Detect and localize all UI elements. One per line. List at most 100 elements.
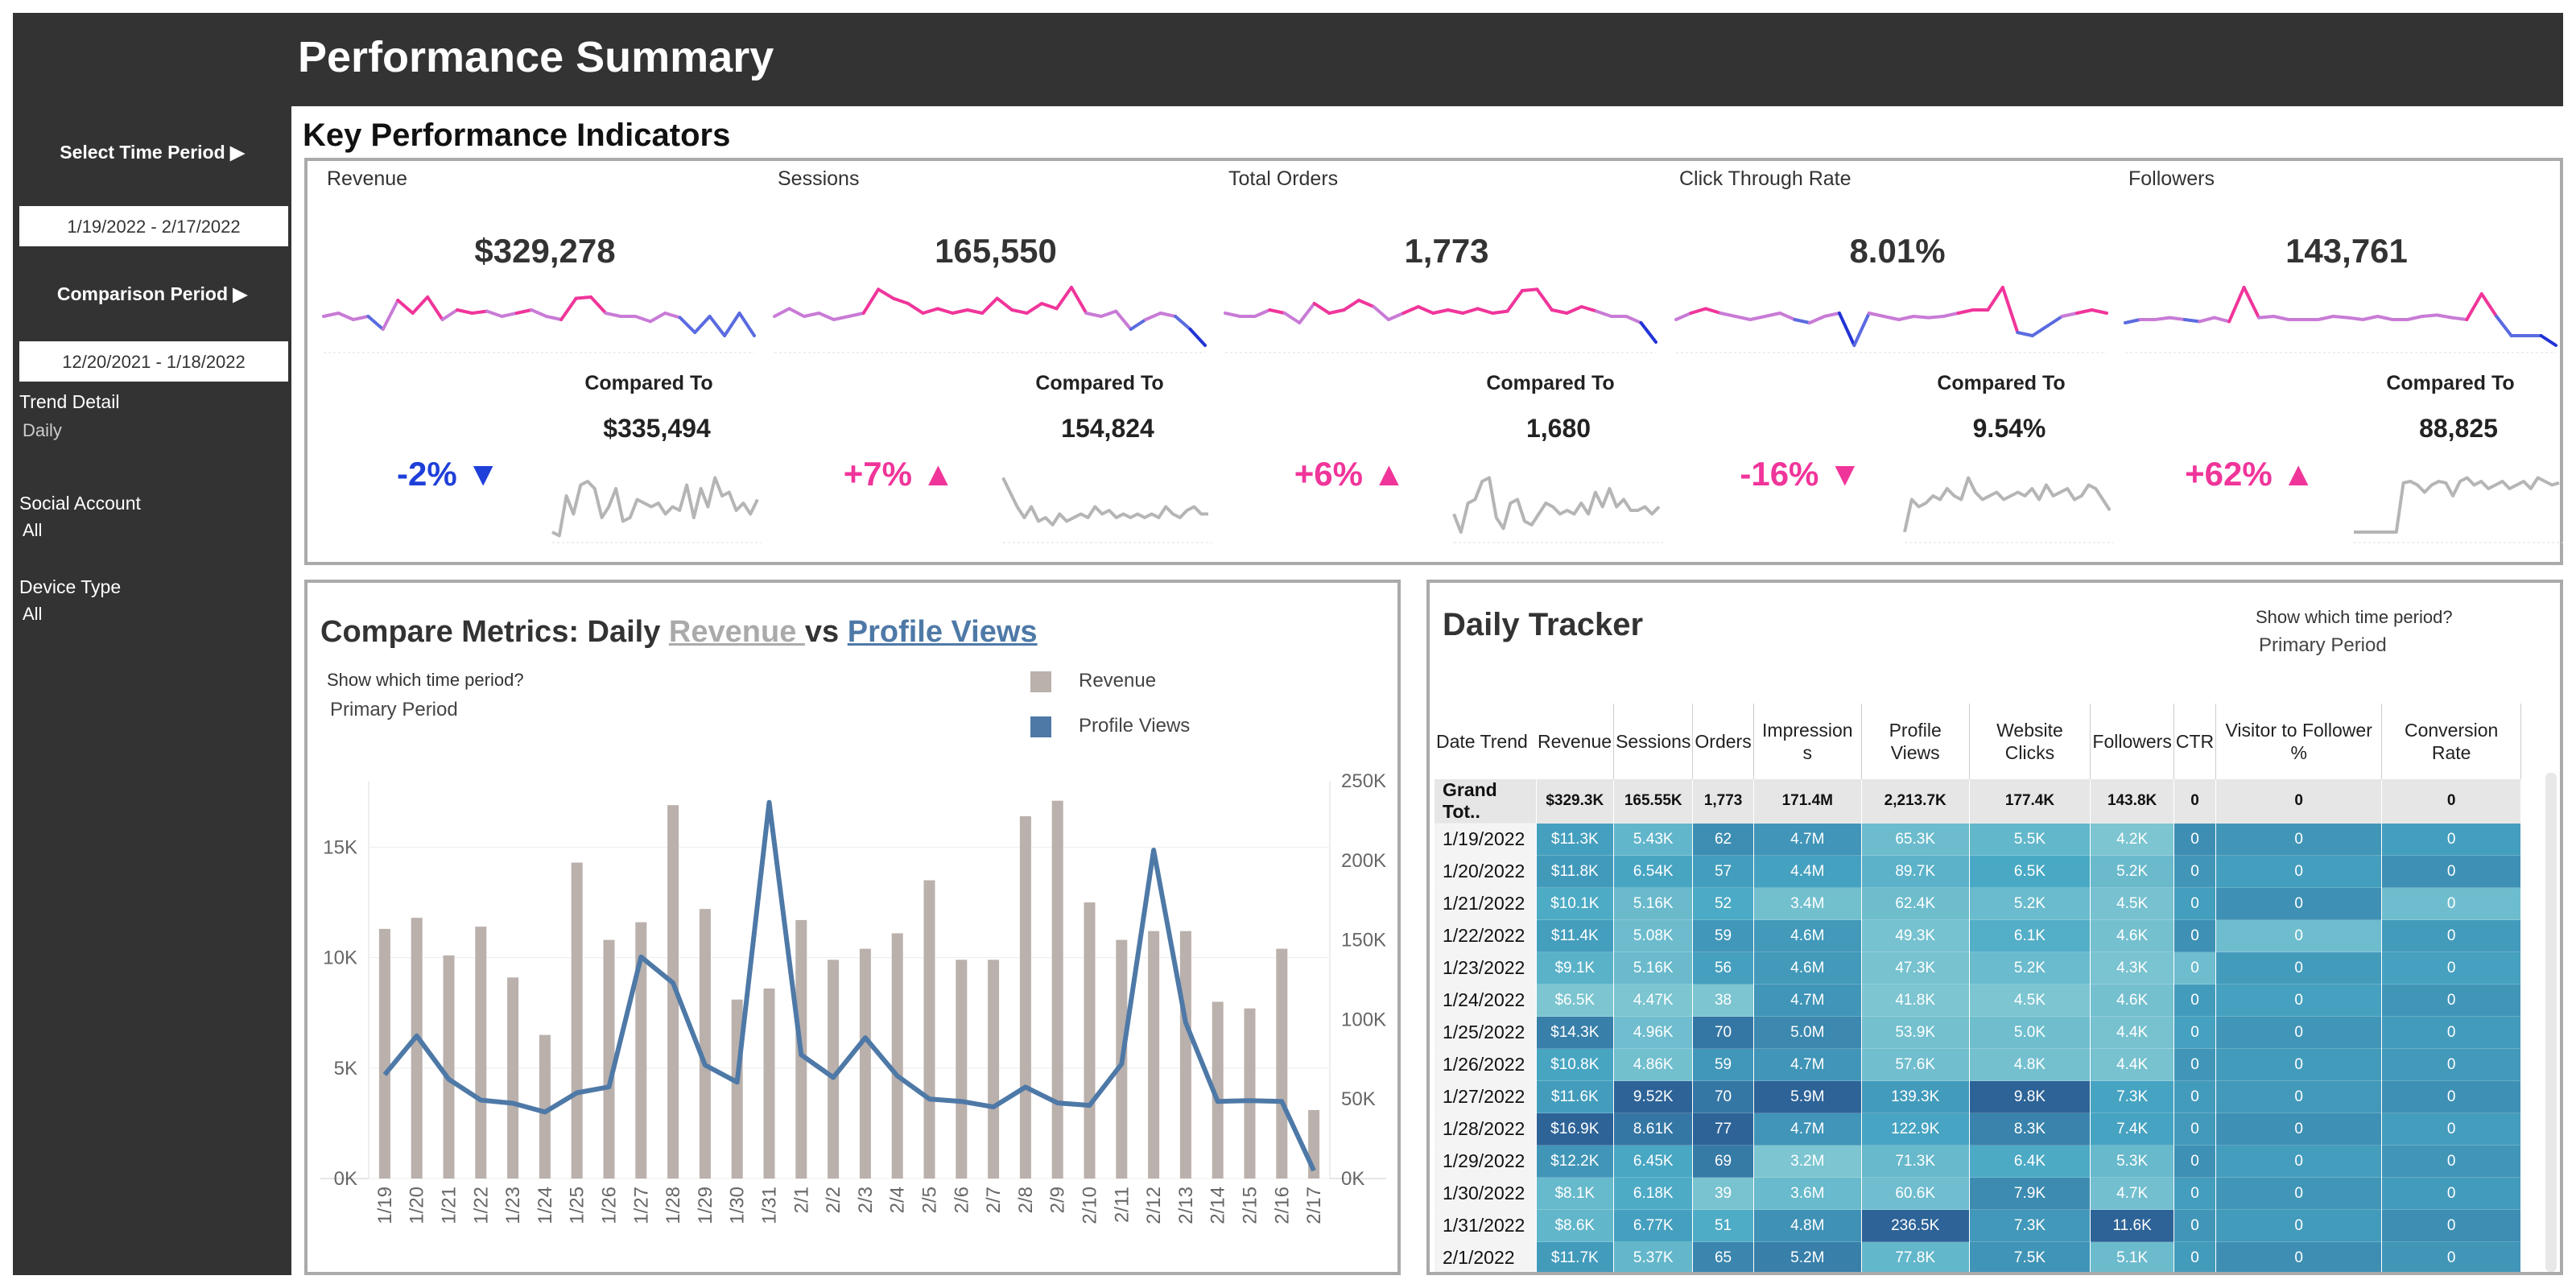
value-cell: 0: [2174, 1209, 2217, 1242]
value-cell: $12.2K: [1536, 1145, 1615, 1178]
column-header[interactable]: Conversion Rate: [2381, 704, 2521, 779]
value-cell: 0: [2174, 855, 2217, 888]
value-cell: 6.54K: [1613, 855, 1694, 888]
table-row[interactable]: 1/29/2022 $12.2K 6.45K 69 3.2M 71.3K 6.4K 5.3K 0…: [1435, 1145, 2521, 1178]
legend-revenue-label: Revenue: [1079, 670, 1157, 691]
table-row[interactable]: 1/28/2022 $16.9K 8.61K 77 4.7M 122.9K 8.3K 7.4K…: [1435, 1113, 2521, 1146]
value-cell: 71.3K: [1861, 1145, 1970, 1178]
column-header[interactable]: Followers: [2090, 704, 2174, 779]
revenue-bar[interactable]: [1212, 1001, 1224, 1179]
value-cell: 6.5K: [1969, 855, 2091, 888]
value-cell: 89.7K: [1861, 855, 1970, 888]
column-header[interactable]: Orders: [1692, 704, 1754, 779]
revenue-bar[interactable]: [378, 928, 390, 1179]
column-header[interactable]: Date Trend: [1436, 731, 1528, 752]
select-time-period-button[interactable]: Select Time Period ▶: [60, 142, 245, 163]
revenue-bar[interactable]: [923, 880, 935, 1179]
revenue-bar[interactable]: [475, 927, 487, 1179]
profile-views-metric-link[interactable]: Profile Views: [847, 615, 1038, 649]
trend-detail-select[interactable]: Daily: [23, 420, 62, 440]
x-tick-label: 2/5: [919, 1187, 941, 1213]
x-tick-label: 2/2: [823, 1187, 844, 1213]
revenue-bar[interactable]: [828, 960, 840, 1179]
y-left-tick: 0K: [334, 1168, 357, 1190]
table-row[interactable]: 1/30/2022 $8.1K 6.18K 39 3.6M 60.6K 7.9K 4.7K 0 0…: [1435, 1177, 2521, 1210]
x-tick-label: 1/20: [407, 1187, 428, 1224]
table-row[interactable]: 1/19/2022 $11.3K 5.43K 62 4.7M 65.3K 5.5K 4.2K 0…: [1435, 823, 2521, 856]
y-right-tick: 200K: [1341, 850, 1386, 872]
value-cell: 4.8K: [1969, 1048, 2091, 1081]
value-cell: 0: [2174, 984, 2217, 1017]
x-tick-label: 2/4: [887, 1187, 909, 1213]
revenue-bar[interactable]: [635, 922, 647, 1179]
revenue-bar[interactable]: [603, 939, 615, 1179]
period-select[interactable]: Primary Period: [330, 699, 458, 720]
value-cell: 0: [2215, 1209, 2383, 1242]
kpi-compare-sparkline: [1452, 476, 1663, 543]
table-row[interactable]: 2/1/2022 $11.7K 5.37K 65 5.2M 77.8K 7.5K 5.1K 0 0…: [1435, 1241, 2521, 1272]
revenue-bar[interactable]: [507, 977, 519, 1179]
revenue-bar[interactable]: [1084, 902, 1096, 1179]
revenue-bar[interactable]: [891, 933, 903, 1179]
column-header[interactable]: Website Clicks: [1969, 704, 2091, 779]
kpi-trend-sparkline: [1224, 287, 1657, 353]
value-cell: 6.1K: [1969, 919, 2091, 952]
social-account-select[interactable]: All: [23, 520, 43, 540]
revenue-bar[interactable]: [539, 1034, 551, 1179]
table-row[interactable]: 1/23/2022 $9.1K 5.16K 56 4.6M 47.3K 5.2K 4.3K 0 0…: [1435, 952, 2521, 985]
column-header[interactable]: CTR: [2174, 704, 2217, 779]
table-row[interactable]: 1/31/2022 $8.6K 6.77K 51 4.8M 236.5K 7.3K 11.6K…: [1435, 1209, 2521, 1242]
device-type-select[interactable]: All: [23, 604, 43, 624]
revenue-bar[interactable]: [1276, 948, 1288, 1179]
column-header[interactable]: Sessions: [1613, 704, 1694, 779]
column-header[interactable]: Profile Views: [1861, 704, 1970, 779]
revenue-metric-link[interactable]: Revenue: [668, 615, 805, 649]
date-cell: 1/27/2022: [1435, 1080, 1537, 1113]
kpi-card-revenue: Revenue $329,278 Compared To $335,494 -2% ▼: [316, 161, 766, 547]
revenue-bar[interactable]: [1244, 1008, 1256, 1179]
date-cell: 1/22/2022: [1435, 919, 1537, 952]
kpi-compared-to-label: Compared To: [1486, 372, 1615, 394]
table-row[interactable]: 1/20/2022 $11.8K 6.54K 57 4.4M 89.7K 6.5K 5.2K 0…: [1435, 855, 2521, 888]
kpi-title: Total Orders: [1228, 167, 1339, 190]
revenue-bar[interactable]: [1179, 931, 1191, 1179]
x-tick-label: 2/3: [855, 1187, 877, 1213]
revenue-bar[interactable]: [443, 955, 455, 1179]
comparison-period-button[interactable]: Comparison Period ▶: [56, 283, 248, 304]
revenue-bar[interactable]: [956, 960, 968, 1179]
table-row[interactable]: 1/26/2022 $10.8K 4.86K 59 4.7M 57.6K 4.8K 4.4K 0…: [1435, 1048, 2521, 1081]
revenue-bar[interactable]: [1051, 800, 1063, 1179]
revenue-bar[interactable]: [859, 948, 871, 1179]
column-header[interactable]: Impression s: [1753, 704, 1862, 779]
revenue-bar[interactable]: [1019, 815, 1031, 1179]
revenue-bar[interactable]: [667, 805, 679, 1179]
revenue-bar[interactable]: [1148, 931, 1160, 1179]
value-cell: 0: [2381, 919, 2521, 952]
value-cell: 57.6K: [1861, 1048, 1970, 1081]
value-cell: 0: [2174, 919, 2217, 952]
revenue-bar[interactable]: [699, 909, 711, 1179]
revenue-bar[interactable]: [571, 862, 583, 1179]
column-header[interactable]: Visitor to Follower %: [2215, 704, 2383, 779]
revenue-bar[interactable]: [411, 918, 423, 1179]
table-row[interactable]: 1/22/2022 $11.4K 5.08K 59 4.6M 49.3K 6.1K 4.6K 0…: [1435, 919, 2521, 952]
kpi-change-pct: +7% ▲: [843, 455, 956, 493]
value-cell: $6.5K: [1536, 984, 1615, 1017]
kpi-compare-sparkline: [551, 476, 762, 543]
value-cell: $11.3K: [1536, 823, 1615, 856]
kpi-value: 165,550: [935, 232, 1057, 270]
x-tick-label: 2/15: [1240, 1187, 1261, 1224]
profile-views-line[interactable]: [382, 799, 1316, 1172]
revenue-bar[interactable]: [988, 960, 1000, 1179]
tracker-period-select[interactable]: Primary Period: [2259, 634, 2387, 656]
revenue-bar[interactable]: [731, 999, 743, 1179]
time-period-field[interactable]: 1/19/2022 - 2/17/2022: [19, 206, 288, 246]
table-row[interactable]: 1/21/2022 $10.1K 5.16K 52 3.4M 62.4K 5.2K 4.5K 0…: [1435, 887, 2521, 920]
table-row[interactable]: 1/24/2022 $6.5K 4.47K 38 4.7M 41.8K 4.5K 4.6K 0 0…: [1435, 984, 2521, 1017]
comparison-period-field[interactable]: 12/20/2021 - 1/18/2022: [19, 341, 288, 382]
tracker-scrollbar[interactable]: [2545, 773, 2557, 1272]
table-row[interactable]: 1/25/2022 $14.3K 4.96K 70 5.0M 53.9K 5.0K 4.4K 0…: [1435, 1016, 2521, 1049]
revenue-bar[interactable]: [763, 988, 775, 1179]
column-header[interactable]: Revenue: [1536, 704, 1615, 779]
table-row[interactable]: 1/27/2022 $11.6K 9.52K 70 5.9M 139.3K 9.8K 7.3K…: [1435, 1080, 2521, 1113]
